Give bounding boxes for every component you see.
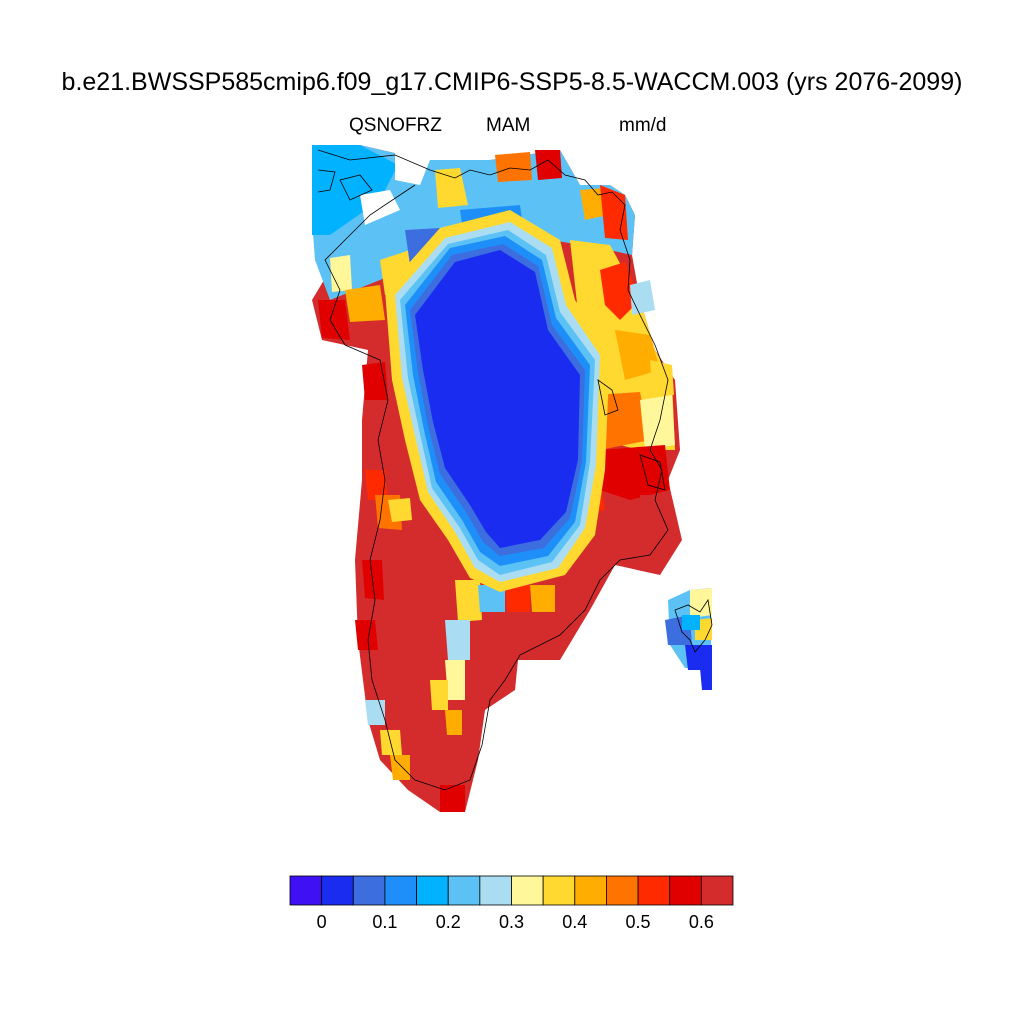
colorbar-swatch xyxy=(542,875,576,906)
colorbar-tick-label: 0 xyxy=(316,912,327,932)
colorbar-swatch xyxy=(606,875,639,906)
units-label: mm/d xyxy=(619,115,667,136)
colorbar xyxy=(289,875,734,906)
colorbar-swatch xyxy=(289,875,323,906)
colorbar-tick-label: 0.1 xyxy=(372,912,398,932)
variable-label: QSNOFRZ xyxy=(349,115,442,136)
colorbar-swatch xyxy=(416,875,449,906)
season-label: MAM xyxy=(486,115,531,136)
coastline xyxy=(317,149,713,791)
colorbar-tick-label: 0.5 xyxy=(625,912,651,932)
greenland-field xyxy=(312,145,712,812)
colorbar-swatch xyxy=(384,875,417,906)
colorbar-swatch xyxy=(637,875,671,906)
colorbar-swatch xyxy=(574,875,607,906)
colorbar-tick-label: 0.4 xyxy=(562,912,588,932)
colorbar-tick-label: 0.6 xyxy=(688,912,714,932)
colorbar-swatch xyxy=(511,875,544,906)
map-title: b.e21.BWSSP585cmip6.f09_g17.CMIP6-SSP5-8… xyxy=(61,68,963,96)
colorbar-swatch xyxy=(352,875,386,906)
colorbar-swatch xyxy=(321,875,354,906)
colorbar-tick-label: 0.3 xyxy=(498,912,525,932)
colorbar-swatch xyxy=(447,875,481,906)
colorbar-swatch xyxy=(479,875,512,906)
colorbar-swatch xyxy=(669,875,702,906)
colorbar-tick-label: 0.2 xyxy=(435,912,461,932)
colorbar-swatch xyxy=(700,875,734,906)
